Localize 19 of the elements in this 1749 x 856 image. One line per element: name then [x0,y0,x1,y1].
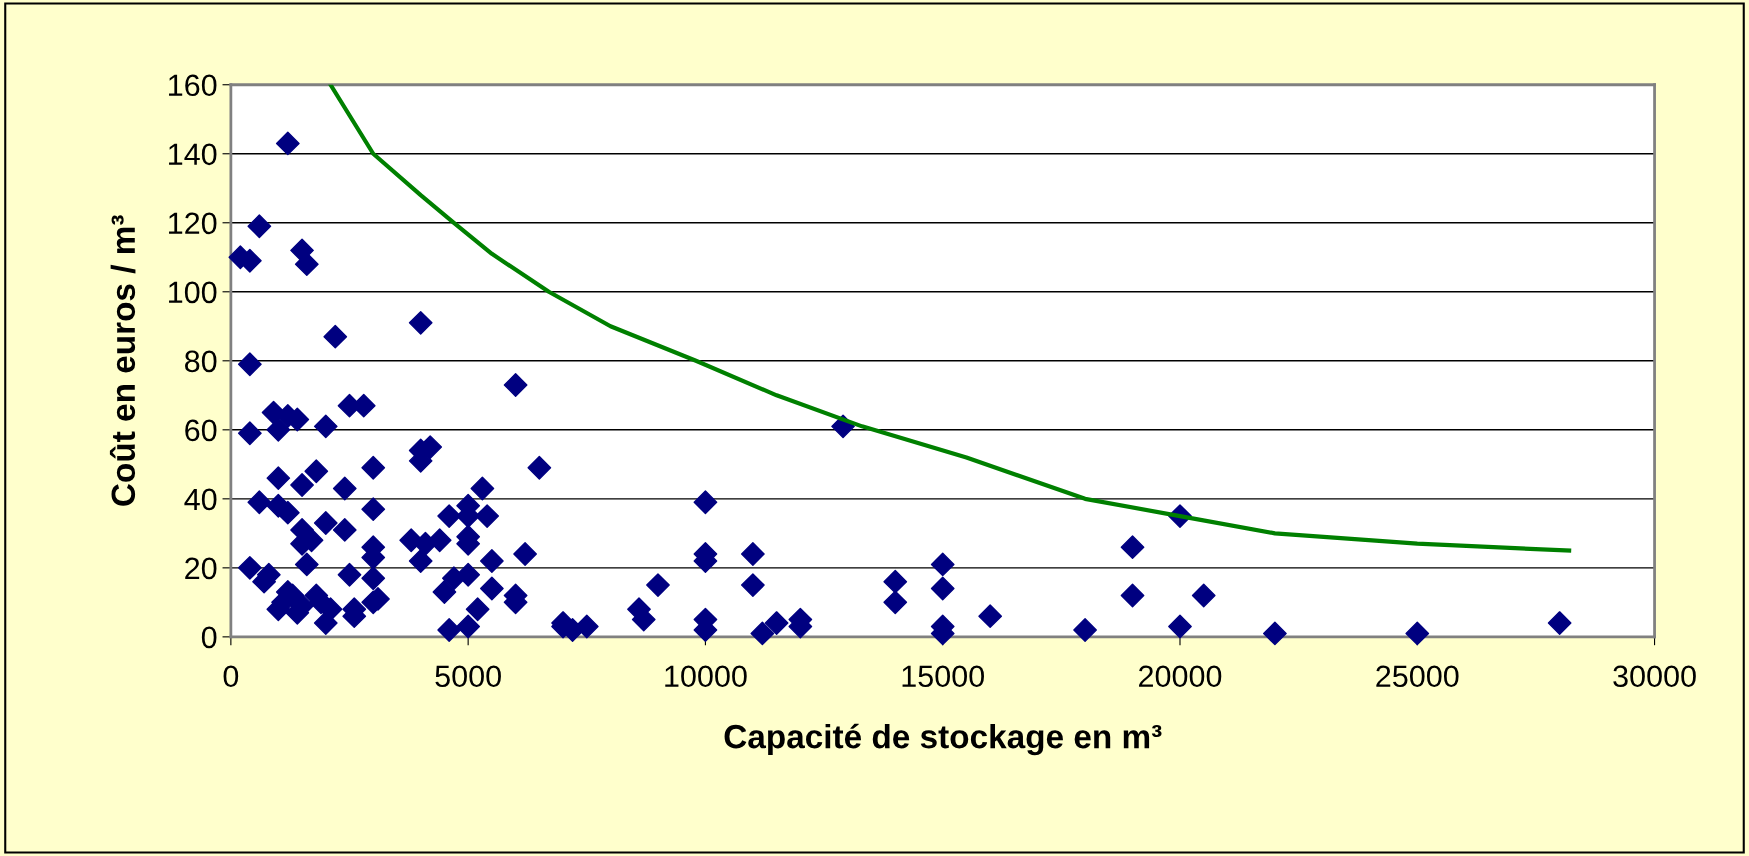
y-tick-label: 100 [169,281,217,304]
x-axis-title: Capacité de stockage en m³ [724,723,1162,756]
y-tick-label: 20 [185,557,217,580]
x-tick-label: 25000 [1376,665,1459,688]
x-tick-label: 20000 [1139,665,1222,688]
y-tick-label: 120 [169,212,217,235]
line-series [328,84,1572,553]
y-axis-title: Coût en euros / m³ [109,215,136,506]
x-tick-label: 30000 [1613,665,1696,688]
y-tick-label: 80 [185,350,217,373]
x-tick-label: 0 [223,665,239,688]
y-tick-label: 60 [185,419,217,442]
x-tick-label: 5000 [435,665,501,688]
x-tick-label: 10000 [665,665,747,688]
y-tick-label: 40 [184,488,217,511]
x-tick-label: 15000 [902,665,984,688]
y-tick-label: 0 [201,626,217,649]
y-tick-label: 160 [169,74,217,97]
y-tick-label: 140 [169,143,217,166]
